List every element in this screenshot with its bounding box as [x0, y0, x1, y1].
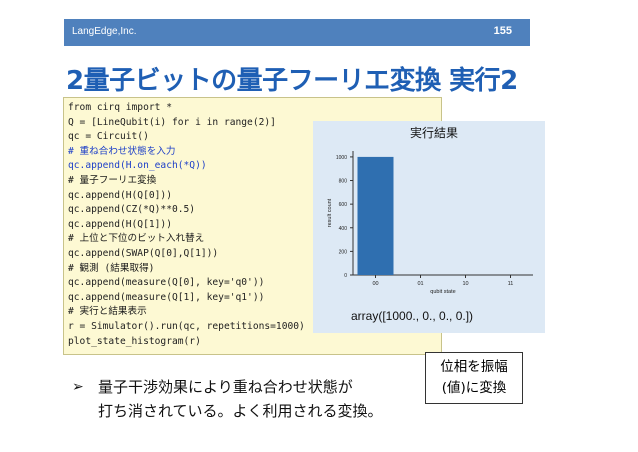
company-name: LangEdge,Inc. — [72, 26, 137, 37]
bullet-line-2: 打ち消されている。よく利用される変換。 — [98, 402, 383, 420]
histogram-chart: 0 200 400 600 800 1000 00 01 10 11 qubit state resu… — [327, 151, 533, 295]
code-line: qc.append(H(Q[0])) — [68, 189, 172, 201]
code-line: qc.append(SWAP(Q[0],Q[1])) — [68, 247, 219, 259]
code-line: qc.append(H.on_each(*Q)) — [68, 160, 207, 172]
callout-box: 位相を振幅 (値)に変換 — [425, 352, 523, 404]
y-tick-label: 200 — [339, 249, 348, 255]
result-array: array([1000., 0., 0., 0.]) — [351, 309, 474, 323]
header-bar: LangEdge,Inc. 155 — [64, 19, 530, 46]
code-line: # 上位と下位のビット入れ替え — [68, 233, 205, 245]
x-tick-label: 10 — [462, 281, 468, 287]
code-line: r = Simulator().run(qc, repetitions=1000… — [68, 320, 305, 332]
x-tick-label: 11 — [508, 281, 514, 287]
code-line: qc = Circuit() — [68, 131, 149, 143]
result-title: 実行結果 — [410, 126, 459, 140]
y-tick-label: 800 — [339, 179, 348, 185]
code-line: qc.append(CZ(*Q)**0.5) — [68, 204, 196, 216]
y-tick-label: 1000 — [336, 155, 347, 161]
x-tick-label: 00 — [372, 281, 378, 287]
code-line: qc.append(measure(Q[1], key='q1')) — [68, 291, 265, 303]
slide-title: 2量子ビットの量子フーリエ変換 実行2 — [66, 66, 518, 96]
code-line: # 実行と結果表示 — [68, 306, 147, 318]
code-line: qc.append(measure(Q[0], key='q0')) — [68, 277, 265, 289]
bullet-line-1: 量子干渉効果により重ね合わせ状態が — [98, 378, 353, 396]
y-tick-label: 400 — [339, 226, 348, 232]
y-tick-label: 0 — [344, 273, 347, 279]
code-line: # 量子フーリエ変換 — [68, 174, 157, 186]
code-line: plot_state_histogram(r) — [68, 335, 201, 347]
y-tick-label: 600 — [339, 202, 348, 208]
code-line: # 重ね合わせ状態を入力 — [68, 145, 176, 157]
x-axis-label: qubit state — [430, 289, 455, 295]
callout-line-1: 位相を振幅 — [440, 359, 508, 375]
bullet-point: ➢ 量子干渉効果により重ね合わせ状態が 打ち消されている。よく利用される変換。 — [72, 375, 438, 423]
page-number: 155 — [493, 25, 512, 37]
code-line: from cirq import * — [68, 102, 172, 113]
result-panel: 実行結果 0 200 400 600 800 1000 00 01 10 11 qubit stat… — [313, 121, 545, 333]
code-line: Q = [LineQubit(i) for i in range(2)] — [68, 116, 276, 128]
x-tick-label: 01 — [417, 281, 423, 287]
code-line: qc.append(H(Q[1])) — [68, 218, 172, 230]
callout-line-2: (値)に変換 — [441, 380, 507, 396]
y-axis-label: result count — [327, 198, 333, 227]
bar — [357, 156, 394, 275]
bullet-arrow-icon: ➢ — [72, 379, 84, 395]
code-line: # 観測 (結果取得) — [68, 262, 155, 274]
